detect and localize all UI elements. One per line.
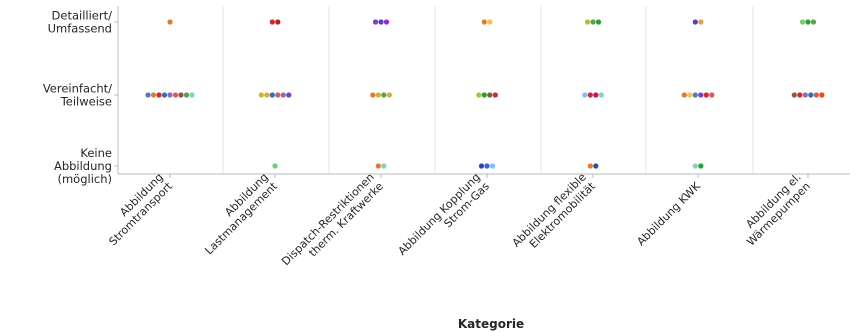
data-point	[703, 92, 709, 98]
data-point	[272, 163, 278, 169]
x-tick-label-2: AbbildungLastmanagement	[193, 170, 280, 257]
data-point	[280, 92, 286, 98]
y-tick-label-2: Vereinfacht/Teilweise	[43, 82, 112, 109]
data-point	[593, 163, 599, 169]
data-point	[372, 19, 379, 25]
data-point	[590, 19, 596, 25]
data-point	[167, 92, 173, 98]
data-point	[275, 92, 281, 98]
y-tick-label-1: Detailliert/Umfassend	[48, 9, 112, 36]
data-point	[813, 92, 819, 98]
data-point	[687, 92, 693, 98]
x-axis-label: Kategorie	[458, 317, 524, 331]
data-point	[692, 92, 698, 98]
data-point	[275, 19, 281, 25]
x-tick-labels: AbbildungStromtransport AbbildungLastmana…	[106, 170, 813, 277]
data-point	[386, 92, 392, 98]
data-point	[692, 163, 698, 169]
data-point	[698, 163, 704, 169]
data-point	[584, 19, 591, 25]
data-point	[797, 92, 803, 98]
data-point	[802, 92, 808, 98]
data-point	[593, 92, 599, 98]
data-point	[810, 19, 817, 25]
x-tick-label-7: Abbildung el.Wärmepumpen	[735, 171, 813, 249]
data-point	[587, 92, 593, 98]
data-point	[692, 19, 698, 25]
x-tick-label-6: Abbildung KWK	[634, 179, 703, 248]
axes	[117, 6, 850, 175]
data-point	[484, 163, 490, 169]
data-point	[481, 92, 487, 98]
data-point	[161, 92, 168, 98]
data-point	[381, 92, 387, 98]
data-point	[156, 92, 162, 98]
data-point	[481, 19, 487, 25]
data-point	[145, 92, 151, 98]
data-point	[189, 92, 195, 98]
data-point	[286, 92, 292, 98]
data-point	[808, 92, 814, 98]
data-point	[805, 19, 811, 25]
data-point	[489, 163, 496, 169]
data-point	[587, 163, 593, 169]
x-tick-label-4: Abbildung KopplungStrom-Gas	[396, 170, 493, 267]
data-point	[487, 92, 493, 98]
vertical-grid	[222, 6, 754, 174]
data-point	[698, 19, 704, 25]
data-point	[487, 19, 493, 25]
data-point	[167, 19, 173, 25]
data-point	[269, 19, 275, 25]
data-point	[269, 92, 275, 98]
data-point	[799, 19, 806, 25]
data-point	[791, 92, 797, 98]
data-point	[370, 92, 376, 98]
data-point	[698, 92, 704, 98]
data-point	[375, 163, 381, 169]
data-point	[183, 92, 190, 98]
data-point	[178, 92, 184, 98]
data-point	[383, 19, 390, 25]
data-point	[681, 92, 687, 98]
data-point	[378, 19, 384, 25]
data-points	[145, 19, 825, 169]
x-tick-label-5: Abbildung flexibleElektromobilität	[510, 170, 599, 259]
data-point	[819, 92, 825, 98]
data-point	[375, 92, 381, 98]
data-point	[709, 92, 715, 98]
data-point	[381, 163, 387, 169]
y-tick-labels: Detailliert/Umfassend Vereinfacht/Teilwei…	[43, 9, 118, 186]
data-point	[582, 92, 588, 98]
data-point	[476, 92, 482, 98]
data-point	[492, 92, 498, 98]
data-point	[172, 92, 179, 98]
data-point	[264, 92, 270, 98]
x-tick-label-3: Dispatch-Restriktionentherm. Kraftwerke	[279, 170, 386, 277]
data-point	[150, 92, 157, 98]
y-tick-label-3: Keine Abbildung (möglich)	[54, 146, 112, 186]
data-point	[478, 163, 485, 169]
data-point	[598, 92, 604, 98]
data-point	[595, 19, 602, 25]
data-point	[258, 92, 264, 98]
